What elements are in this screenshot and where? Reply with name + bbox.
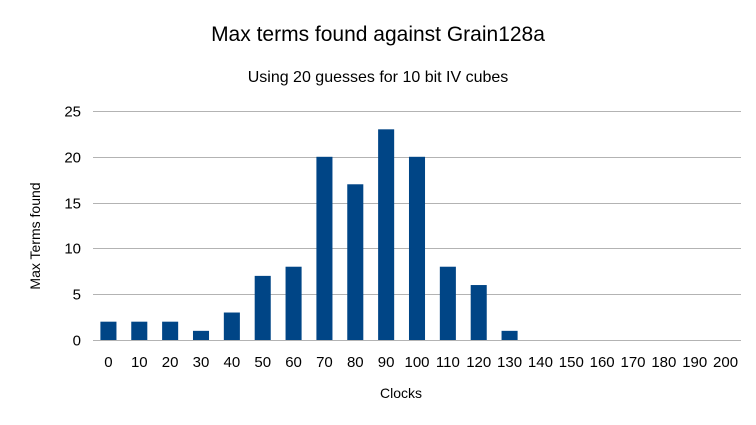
y-tick-label: 10 — [64, 241, 81, 258]
x-tick-label: 140 — [528, 354, 553, 371]
bar-110 — [439, 266, 456, 340]
bar-0 — [100, 321, 117, 340]
y-axis-label: Max Terms found — [27, 182, 43, 289]
y-tick-label: 0 — [73, 333, 81, 350]
x-tick-label: 180 — [651, 354, 676, 371]
x-tick-label: 60 — [285, 354, 302, 371]
x-tick-label: 90 — [378, 354, 395, 371]
bar-50 — [254, 275, 271, 340]
x-tick-label: 40 — [224, 354, 241, 371]
bar-80 — [347, 184, 364, 340]
x-tick-label: 50 — [254, 354, 271, 371]
chart-title: Max terms found against Grain128a — [211, 23, 545, 46]
x-tick-label: 160 — [590, 354, 615, 371]
y-tick-labels: 0 5 10 15 20 25 — [64, 104, 81, 350]
x-tick-label: 190 — [682, 354, 707, 371]
x-tick-label: 120 — [466, 354, 491, 371]
bar-100 — [408, 156, 426, 340]
x-tick-label: 20 — [162, 354, 179, 371]
x-tick-labels: 0 10 20 30 40 50 60 70 80 90 100 110 120 130 140 150 160… — [104, 354, 738, 371]
bar-130 — [501, 330, 518, 340]
bar-10 — [131, 321, 148, 340]
bar-40 — [223, 312, 240, 340]
x-tick-label: 80 — [347, 354, 364, 371]
chart-subtitle: Using 20 guesses for 10 bit IV cubes — [248, 69, 509, 86]
y-tick-label: 5 — [73, 287, 81, 304]
bar-90 — [378, 129, 395, 340]
bar-20 — [162, 321, 179, 340]
y-tick-label: 25 — [64, 104, 81, 121]
x-tick-label: 110 — [436, 354, 460, 371]
x-tick-label: 200 — [713, 354, 738, 371]
bar-60 — [285, 266, 302, 340]
y-tick-label: 15 — [64, 196, 81, 213]
x-tick-label: 100 — [404, 354, 429, 371]
x-tick-label: 10 — [131, 354, 148, 371]
x-tick-label: 0 — [104, 354, 112, 371]
bar-70 — [316, 156, 333, 340]
x-tick-label: 150 — [559, 354, 584, 371]
x-tick-label: 170 — [620, 354, 645, 371]
bar-30 — [192, 330, 210, 340]
x-tick-label: 70 — [316, 354, 333, 371]
bar-120 — [470, 285, 487, 340]
y-tick-label: 20 — [64, 150, 81, 167]
x-tick-label: 30 — [193, 354, 210, 371]
x-tick-label: 130 — [497, 354, 522, 371]
x-axis-label: Clocks — [380, 385, 422, 401]
bars — [100, 129, 518, 340]
